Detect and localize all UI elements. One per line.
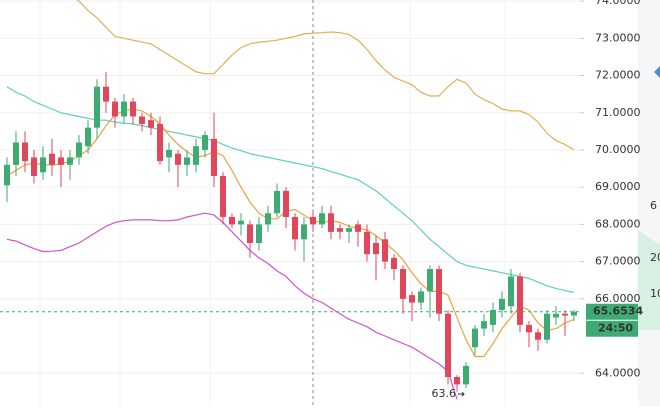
y-tick-label: 67.0000 [595, 255, 641, 268]
candle-body [364, 231, 370, 255]
candle-body [310, 216, 316, 225]
candle-body [4, 164, 10, 186]
y-tick-label: 68.0000 [595, 217, 641, 230]
price-box [586, 303, 638, 320]
candle-body [499, 298, 505, 310]
candle-body [562, 313, 568, 316]
candle-body [553, 313, 559, 318]
candle-body [409, 295, 415, 303]
candle-body [220, 176, 226, 217]
candle-body [472, 328, 478, 348]
candle-body [445, 313, 451, 377]
candle-body [247, 224, 253, 244]
candle-body [535, 332, 541, 340]
timer-label: 24:50 [598, 322, 633, 335]
y-tick-label: 73.0000 [595, 31, 641, 44]
candle-body [328, 213, 334, 232]
candle-body [31, 157, 37, 177]
candle-body [67, 157, 73, 165]
candle-body [283, 190, 289, 217]
candle-body [292, 216, 298, 240]
side-arrow [654, 66, 660, 78]
candle-body [490, 309, 496, 325]
grid [0, 0, 580, 406]
candle-body [436, 269, 442, 314]
indicator-line [6, 86, 575, 294]
candle-body [103, 86, 109, 102]
candle-body [157, 123, 163, 162]
candle-body [373, 243, 379, 255]
candle-body [112, 101, 118, 117]
candle-body [382, 239, 388, 262]
candle-body [130, 101, 136, 117]
candle-body [463, 365, 469, 385]
candle-body [121, 101, 127, 117]
candle-body [166, 149, 172, 158]
candle-body [76, 142, 82, 158]
candle-body [391, 257, 397, 270]
candle-body [454, 376, 460, 385]
candle-body [427, 269, 433, 292]
candle-body [256, 224, 262, 244]
candle-body [301, 224, 307, 240]
y-tick-label: 71.0000 [595, 106, 641, 119]
candle-body [481, 321, 487, 329]
low-arrow [458, 391, 465, 397]
indicator-line [6, 108, 575, 358]
candle-body [418, 291, 424, 303]
low-label: 63.6 [432, 387, 457, 400]
candle-body [148, 120, 154, 128]
y-tick-label: 69.0000 [595, 180, 641, 193]
side-text: 6 [650, 199, 657, 212]
candle-body [229, 216, 235, 225]
y-tick-label: 72.0000 [595, 69, 641, 82]
y-tick-label: 64.0000 [595, 366, 641, 379]
candle-body [211, 138, 217, 177]
candle-body [571, 311, 577, 316]
candle-body [337, 228, 343, 232]
candle-body [85, 127, 91, 147]
candle-body [238, 220, 244, 225]
side-area [638, 230, 660, 330]
candle-body [49, 153, 55, 165]
candle-body [265, 213, 271, 225]
candle-body [40, 157, 46, 173]
candle-body [22, 142, 28, 162]
y-tick-label: 74.0000 [595, 0, 641, 7]
price-label: 65.6534 [593, 305, 643, 318]
candle-body [319, 213, 325, 225]
candle-body [526, 324, 532, 333]
candle-body [346, 228, 352, 232]
side-text: 200 [650, 251, 660, 264]
candle-body [58, 157, 64, 165]
candle-body [202, 135, 208, 150]
candle-body [184, 157, 190, 165]
candle-body [355, 224, 361, 232]
y-tick-label: 70.0000 [595, 143, 641, 156]
candle-body [175, 153, 181, 165]
candle-body [544, 313, 550, 340]
candle-body [508, 276, 514, 307]
candle-body [400, 269, 406, 299]
side-text: 100 [650, 287, 660, 300]
candle-body [13, 142, 19, 165]
candle-body [274, 190, 280, 214]
candle-body [94, 86, 100, 128]
candle-body [193, 146, 199, 165]
indicator-line [76, 0, 575, 151]
candle-body [517, 276, 523, 325]
y-tick-label: 66.0000 [595, 292, 641, 305]
candle-body [139, 116, 145, 124]
timer-box [586, 320, 638, 337]
indicator-line [6, 212, 458, 400]
